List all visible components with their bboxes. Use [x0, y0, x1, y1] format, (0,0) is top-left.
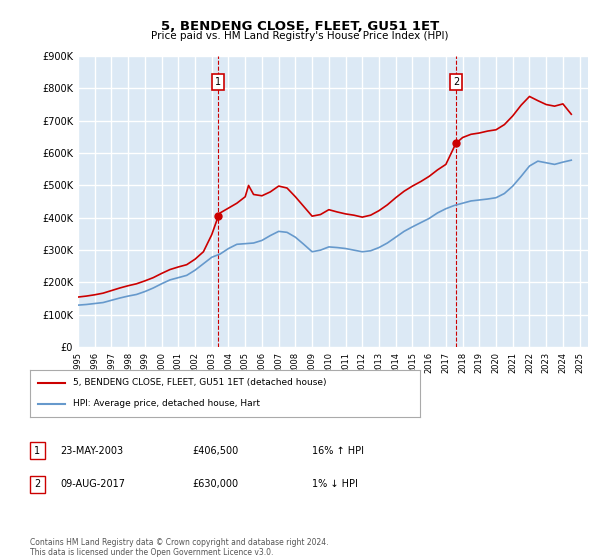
Text: HPI: Average price, detached house, Hart: HPI: Average price, detached house, Hart	[73, 399, 260, 408]
Text: Price paid vs. HM Land Registry's House Price Index (HPI): Price paid vs. HM Land Registry's House …	[151, 31, 449, 41]
Text: 5, BENDENG CLOSE, FLEET, GU51 1ET (detached house): 5, BENDENG CLOSE, FLEET, GU51 1ET (detac…	[73, 379, 326, 388]
Text: 2: 2	[453, 77, 459, 87]
Text: £630,000: £630,000	[192, 479, 238, 489]
Text: 5, BENDENG CLOSE, FLEET, GU51 1ET: 5, BENDENG CLOSE, FLEET, GU51 1ET	[161, 20, 439, 32]
Text: 1% ↓ HPI: 1% ↓ HPI	[312, 479, 358, 489]
Text: Contains HM Land Registry data © Crown copyright and database right 2024.
This d: Contains HM Land Registry data © Crown c…	[30, 538, 329, 557]
Text: 1: 1	[215, 77, 221, 87]
Text: 2: 2	[34, 479, 41, 489]
Text: 16% ↑ HPI: 16% ↑ HPI	[312, 446, 364, 456]
Text: 23-MAY-2003: 23-MAY-2003	[60, 446, 123, 456]
Text: £406,500: £406,500	[192, 446, 238, 456]
Text: 1: 1	[34, 446, 41, 456]
Text: 09-AUG-2017: 09-AUG-2017	[60, 479, 125, 489]
